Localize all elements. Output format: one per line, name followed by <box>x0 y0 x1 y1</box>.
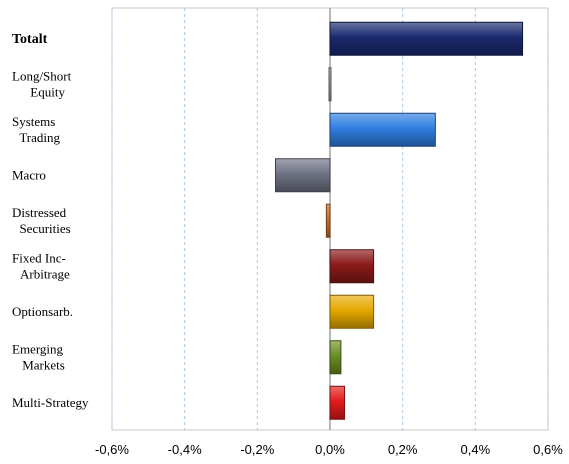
category-label: Securities <box>19 221 70 236</box>
category-label: Distressed <box>12 205 67 220</box>
category-label: Totalt <box>12 32 48 47</box>
category-label: Trading <box>19 130 60 145</box>
x-tick-label: -0,4% <box>168 442 202 457</box>
bar-optionsarb <box>329 294 375 329</box>
bar-macro <box>275 158 331 193</box>
bar-emerging-markets <box>329 340 342 375</box>
category-label: Multi-Strategy <box>12 395 89 410</box>
category-label: Fixed Inc- <box>12 250 66 265</box>
x-tick-label: 0,2% <box>388 442 418 457</box>
x-tick-label: 0,0% <box>315 442 345 457</box>
x-tick-label: -0,6% <box>95 442 129 457</box>
x-tick-label: 0,6% <box>533 442 563 457</box>
bar-multi-strategy <box>329 385 346 420</box>
category-label: Long/Short <box>12 68 72 83</box>
bars-group <box>275 21 524 420</box>
category-label: Systems <box>12 114 55 129</box>
x-tick-label: 0,4% <box>461 442 491 457</box>
category-label: Emerging <box>12 341 64 356</box>
bar-long-short-equity <box>328 67 332 102</box>
category-label: Markets <box>22 357 65 372</box>
bar-distressed-securities <box>325 203 331 238</box>
category-label: Arbitrage <box>20 266 70 281</box>
x-tick-labels: -0,6% -0,4% -0,2% 0,0% 0,2% 0,4% 0,6% <box>95 442 563 457</box>
category-label: Optionsarb. <box>12 304 73 319</box>
x-tick-label: -0,2% <box>240 442 274 457</box>
category-label: Equity <box>30 84 65 99</box>
category-label: Macro <box>12 167 46 182</box>
bar-systems-trading <box>329 112 436 147</box>
bar-fixed-inc-arbitrage <box>329 249 375 284</box>
bar-totalt <box>329 21 524 56</box>
